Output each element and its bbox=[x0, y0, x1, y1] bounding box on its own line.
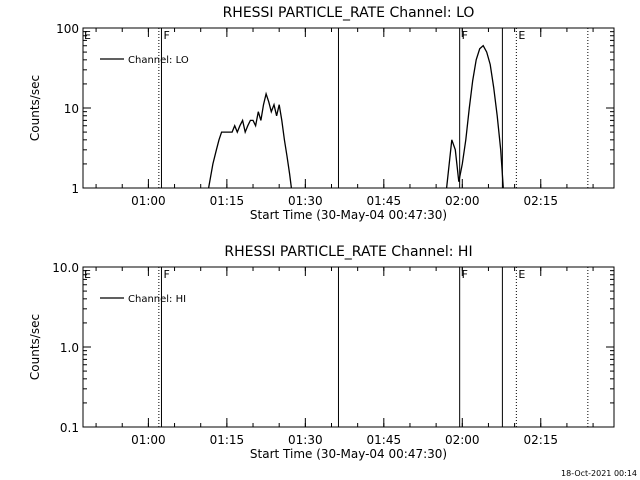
x-tick-label: 02:00 bbox=[445, 433, 480, 447]
x-tick-label: 01:30 bbox=[288, 433, 323, 447]
legend-label: Channel: HI bbox=[128, 294, 186, 305]
x-tick-label: 01:00 bbox=[131, 194, 166, 208]
x-axis-label: Start Time (30-May-04 00:47:30) bbox=[250, 447, 447, 461]
chart-title: RHESSI PARTICLE_RATE Channel: HI bbox=[224, 244, 472, 260]
chart-title: RHESSI PARTICLE_RATE Channel: LO bbox=[223, 5, 475, 21]
x-tick-label: 01:30 bbox=[288, 194, 323, 208]
legend-label: Channel: LO bbox=[128, 55, 189, 66]
plot-frame bbox=[82, 266, 615, 428]
y-tick-label: 10.0 bbox=[52, 261, 79, 275]
x-tick-label: 02:15 bbox=[523, 194, 558, 208]
marker-label: E bbox=[518, 29, 525, 42]
x-tick-label: 01:45 bbox=[367, 433, 402, 447]
x-tick-label: 01:15 bbox=[210, 433, 245, 447]
marker-label: E bbox=[518, 268, 525, 281]
x-tick-label: 01:45 bbox=[367, 194, 402, 208]
x-tick-label: 02:00 bbox=[445, 194, 480, 208]
marker-label: F bbox=[163, 29, 169, 42]
x-tick-label: 02:15 bbox=[523, 433, 558, 447]
footer-timestamp: 18-Oct-2021 00:14 bbox=[561, 469, 637, 478]
y-axis-label: Counts/sec bbox=[28, 75, 42, 141]
plot-frame bbox=[82, 27, 615, 189]
y-axis-label: Counts/sec bbox=[28, 314, 42, 380]
x-axis-label: Start Time (30-May-04 00:47:30) bbox=[250, 208, 447, 222]
x-tick-label: 01:15 bbox=[210, 194, 245, 208]
y-tick-label: 1 bbox=[71, 182, 79, 196]
x-tick-label: 01:00 bbox=[131, 433, 166, 447]
data-series-line bbox=[445, 44, 504, 189]
chart-panel-0: RHESSI PARTICLE_RATE Channel: LO 1 10 100 Co… bbox=[28, 5, 615, 222]
data-series-line bbox=[207, 91, 293, 189]
marker-label: F bbox=[163, 268, 169, 281]
y-tick-label: 0.1 bbox=[60, 421, 79, 435]
marker-label: F bbox=[462, 29, 468, 42]
left-edge-label: E bbox=[84, 29, 91, 42]
left-edge-label: E bbox=[84, 268, 91, 281]
marker-label: F bbox=[462, 268, 468, 281]
y-tick-label: 10 bbox=[64, 102, 79, 116]
y-tick-label: 1.0 bbox=[60, 341, 79, 355]
chart-panel-1: RHESSI PARTICLE_RATE Channel: HI 0.1 1.0 10… bbox=[28, 244, 615, 461]
y-tick-label: 100 bbox=[56, 22, 79, 36]
